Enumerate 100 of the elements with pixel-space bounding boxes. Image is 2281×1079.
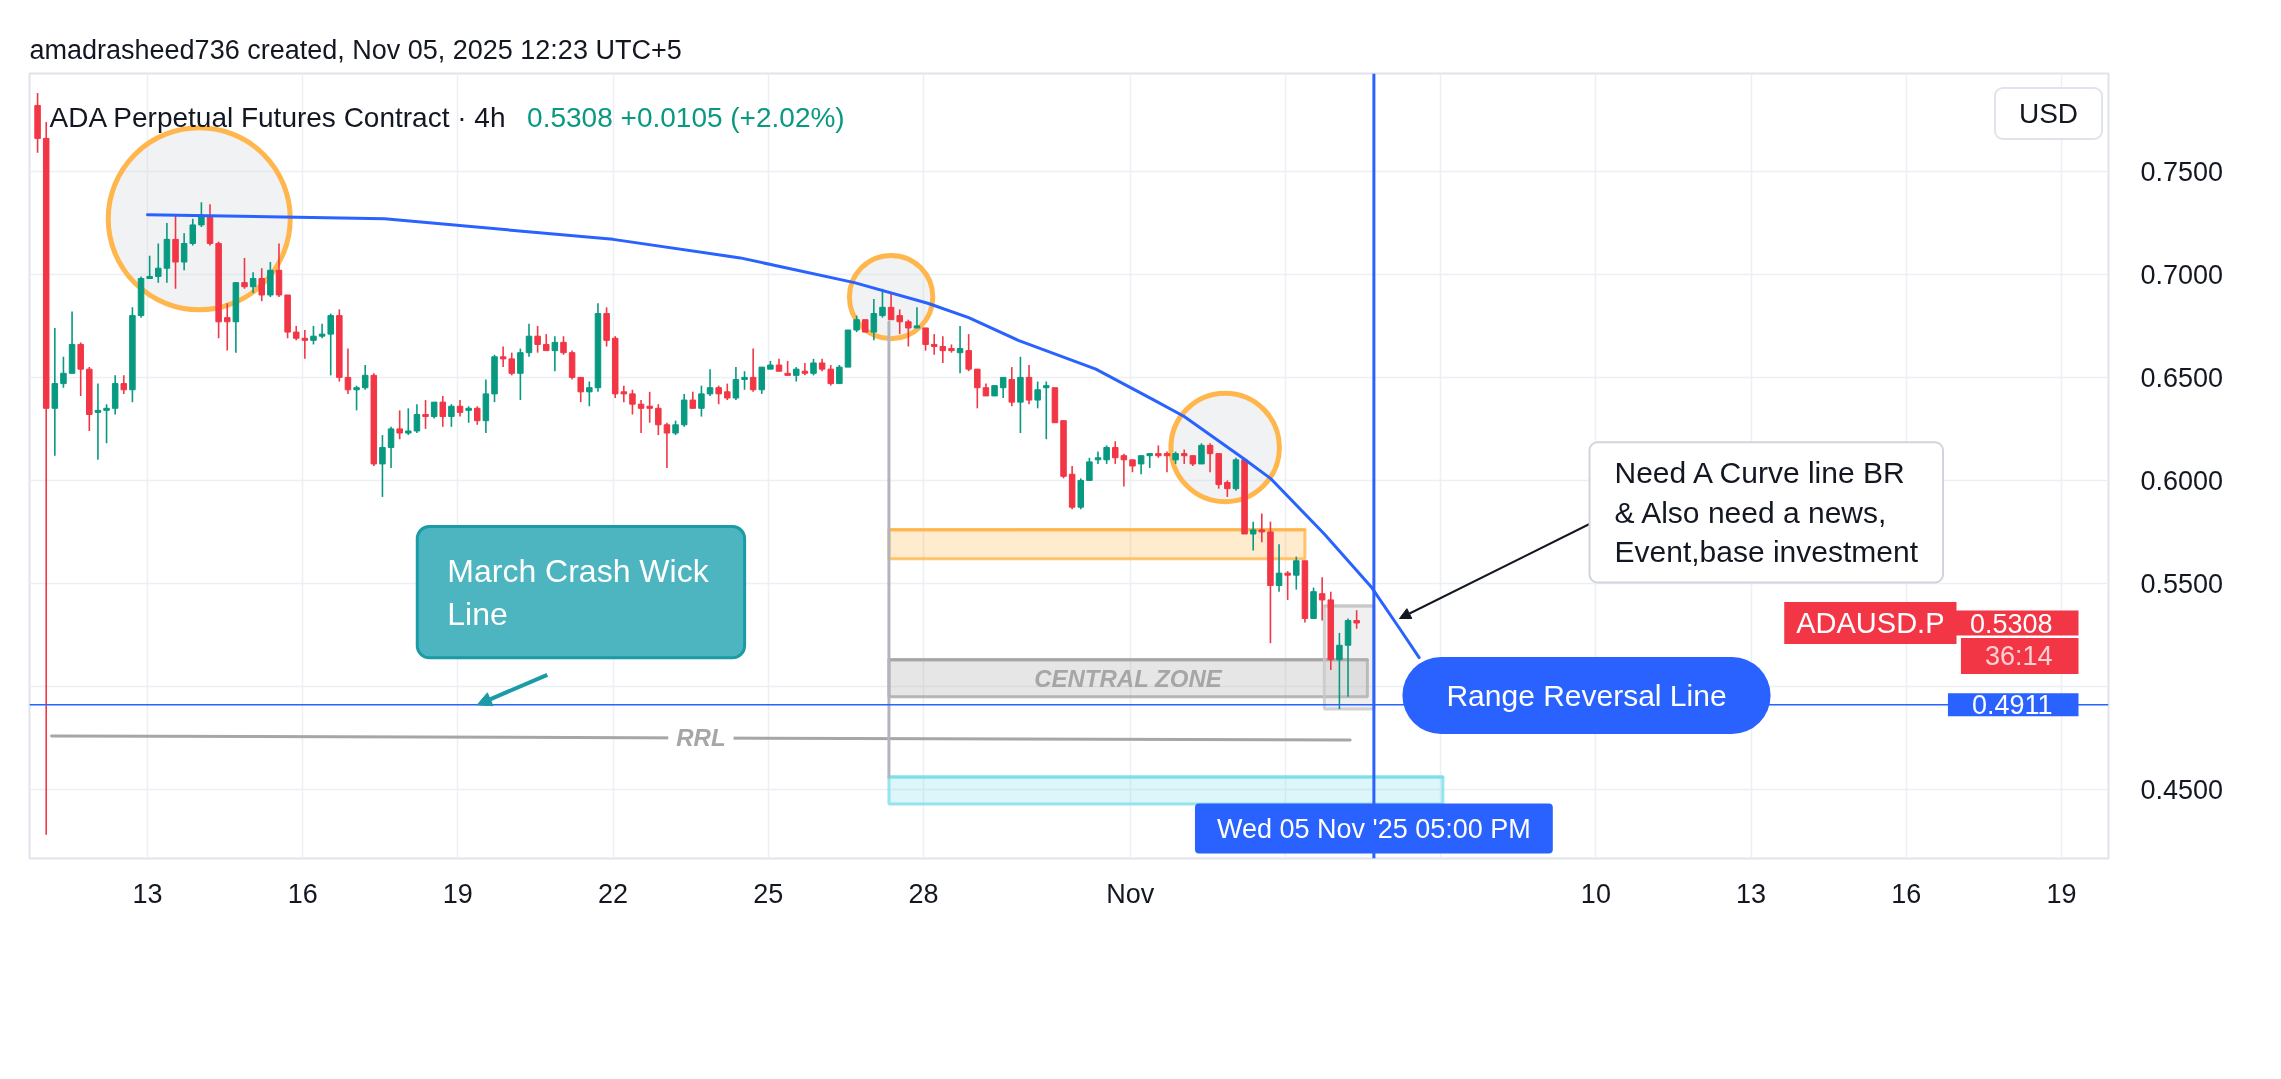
candlestick xyxy=(1293,555,1300,591)
candlestick xyxy=(577,376,584,403)
candlestick xyxy=(1206,442,1214,473)
candlestick xyxy=(241,257,248,290)
candlestick xyxy=(1025,364,1033,405)
annotation: Need A Curve line BR & Also need a news, Event,base investment xyxy=(1614,456,1919,569)
candlestick xyxy=(60,356,67,389)
candlestick xyxy=(517,347,524,401)
candlestick xyxy=(1146,452,1153,469)
candlestick xyxy=(1094,450,1102,465)
candlestick xyxy=(663,421,671,469)
annotation: ADAUSD.P xyxy=(1796,607,1945,639)
candlestick xyxy=(836,364,843,385)
candlestick xyxy=(1086,456,1093,482)
candlestick xyxy=(560,335,567,356)
y-tick-label: 0.6000 xyxy=(2140,465,2224,496)
candlestick xyxy=(499,345,507,368)
series-label: CENTRAL ZONE xyxy=(1034,664,1223,692)
candlestick xyxy=(1336,632,1343,710)
candlestick xyxy=(387,426,395,469)
series-label: RRL xyxy=(676,724,726,752)
candlestick xyxy=(422,399,429,430)
candlestick xyxy=(1198,442,1205,465)
annotation: March Crash Wick Line xyxy=(447,552,710,632)
candlestick xyxy=(1180,448,1188,465)
text: ADA Perpetual Futures Contract · 4h xyxy=(49,101,506,133)
candlestick xyxy=(637,399,645,434)
candlestick xyxy=(198,201,205,228)
candlestick xyxy=(551,335,559,373)
candlestick xyxy=(353,384,360,412)
candlestick xyxy=(698,384,705,418)
candlestick xyxy=(258,267,265,302)
candlestick xyxy=(396,409,403,441)
candlestick xyxy=(1043,380,1050,441)
candlestick xyxy=(801,362,809,377)
candlestick xyxy=(103,403,110,445)
y-tick-label: 0.7000 xyxy=(2140,259,2224,290)
candlestick xyxy=(1008,366,1016,408)
candlestick xyxy=(474,405,481,426)
candlestick xyxy=(827,364,834,387)
y-axis-title: USD xyxy=(2018,98,2079,129)
ref-line-label: 0.4911 xyxy=(1971,690,2053,721)
candlestick xyxy=(913,306,921,329)
y-tick-label: 0.7500 xyxy=(2140,156,2224,187)
candlestick xyxy=(344,347,352,395)
candlestick xyxy=(749,347,757,393)
x-tick-label: 13 xyxy=(1736,878,1767,909)
y-tick-label: 0.6500 xyxy=(2140,362,2224,393)
candlestick xyxy=(379,434,386,498)
candlestick xyxy=(223,302,231,352)
candlestick xyxy=(905,318,912,348)
candlestick xyxy=(646,391,653,424)
candlestick xyxy=(974,368,981,410)
candlestick xyxy=(629,388,636,416)
candlestick xyxy=(310,325,317,346)
y-tick-label: 0.4500 xyxy=(2140,774,2224,805)
candlestick xyxy=(249,271,257,294)
x-tick-label: 22 xyxy=(598,878,629,909)
candlestick xyxy=(327,312,334,377)
x-tick-label: 13 xyxy=(132,878,163,909)
candlestick xyxy=(1249,520,1257,552)
candlestick xyxy=(1318,576,1326,622)
candlestick xyxy=(1353,609,1360,630)
y-tick-label: 0.5500 xyxy=(2140,568,2224,599)
candlestick xyxy=(1258,512,1266,544)
text: amadrasheed736 created, Nov 05, 2025 12:23 UTC+5 xyxy=(29,34,682,65)
annotation: 0.5308 xyxy=(1969,608,2053,639)
x-tick-label: 16 xyxy=(1891,878,1922,909)
candlestick xyxy=(1137,454,1145,476)
candlestick xyxy=(870,298,878,342)
candlestick xyxy=(146,255,153,280)
candlestick xyxy=(120,374,128,395)
annotation: 36:14 xyxy=(1984,641,2053,671)
x-tick-label: 25 xyxy=(753,878,784,909)
candlestick xyxy=(1163,450,1171,473)
candlestick xyxy=(534,325,541,354)
candlestick xyxy=(405,407,412,436)
candlestick xyxy=(94,382,102,461)
candlestick xyxy=(732,366,740,401)
candlestick xyxy=(1275,543,1283,593)
candlestick xyxy=(922,327,929,352)
x-tick-label: 28 xyxy=(908,878,939,909)
x-tick-label: 19 xyxy=(2046,878,2077,909)
candlestick xyxy=(1284,570,1291,601)
x-tick-label: 10 xyxy=(1580,878,1611,909)
annotation: Range Reversal Line xyxy=(1446,679,1727,712)
candlestick xyxy=(1034,380,1041,410)
candlestick xyxy=(508,351,516,377)
x-tick-label: 16 xyxy=(287,878,318,909)
candlestick xyxy=(706,368,714,397)
candlestick xyxy=(525,323,533,358)
candlestick xyxy=(1103,444,1110,465)
candlestick xyxy=(715,384,722,405)
ref-line-label: Wed 05 Nov '25 05:00 PM xyxy=(1216,813,1531,844)
candlestick xyxy=(301,329,309,360)
candlestick xyxy=(965,333,972,373)
x-tick-label: Nov xyxy=(1106,878,1155,909)
candlestick xyxy=(361,364,369,391)
text: 0.5308 +0.0105 (+2.02%) xyxy=(527,101,845,133)
x-tick-label: 19 xyxy=(442,878,473,909)
